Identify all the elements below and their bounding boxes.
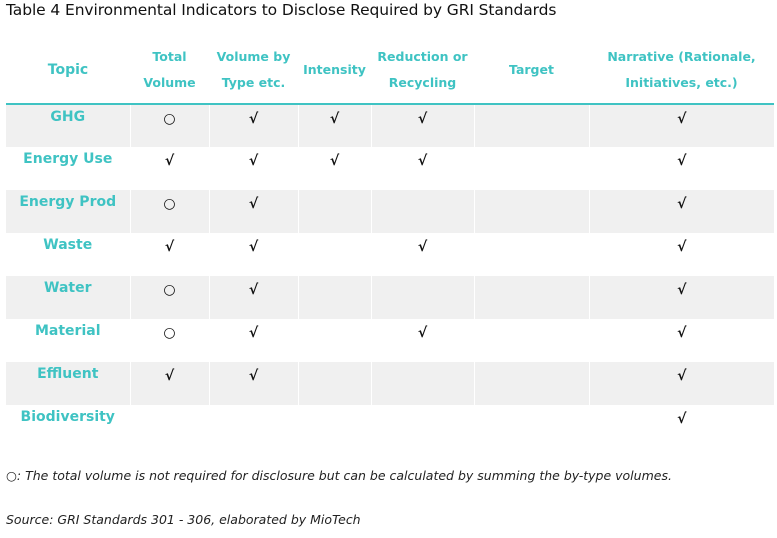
mark-cell xyxy=(297,405,371,448)
table-row: Waste √ √ √ √ xyxy=(6,233,774,276)
mark-cell: √ xyxy=(588,190,774,233)
mark-cell xyxy=(473,104,589,147)
column-header-volume-by-type: Volume by Type etc. xyxy=(209,37,298,105)
mark-cell: √ xyxy=(208,190,298,233)
mark-cell xyxy=(129,405,209,448)
column-header-total-volume: Total Volume xyxy=(130,37,209,105)
topic-cell: Material xyxy=(34,323,101,339)
mark-cell: √ xyxy=(208,276,298,319)
mark-cell: √ xyxy=(370,104,474,147)
mark-cell: √ xyxy=(588,147,774,190)
table-row: GHG ○ √ √ √ √ xyxy=(6,104,774,147)
topic-cell: Biodiversity xyxy=(20,409,115,425)
mark-cell: ○ xyxy=(129,276,209,319)
mark-cell: √ xyxy=(370,147,474,190)
mark-cell: √ xyxy=(297,104,371,147)
column-header-target: Target xyxy=(474,37,589,105)
topic-cell: Waste xyxy=(43,237,93,253)
mark-cell: √ xyxy=(208,233,298,276)
header-row: Topic Total Volume Volume by Type etc. I… xyxy=(6,37,774,105)
table-row: Material ○ √ √ √ xyxy=(6,319,774,362)
mark-cell xyxy=(208,405,298,448)
topic-cell: Effluent xyxy=(6,362,130,405)
column-header-reduction-or-recycling: Reduction or Recycling xyxy=(371,37,474,105)
mark-cell: ○ xyxy=(129,190,209,233)
table-row: Water ○ √ √ xyxy=(6,276,774,319)
environmental-indicators-table: Topic Total Volume Volume by Type etc. I… xyxy=(6,37,774,448)
table-row: Energy Prod ○ √ √ xyxy=(6,190,774,233)
mark-cell xyxy=(297,276,371,319)
mark-cell xyxy=(473,190,589,233)
mark-cell: √ xyxy=(208,362,298,405)
mark-cell: √ xyxy=(208,319,298,362)
mark-cell: √ xyxy=(588,233,774,276)
topic-cell: Energy Prod xyxy=(6,190,130,233)
mark-cell xyxy=(370,405,474,448)
mark-cell xyxy=(473,147,589,190)
mark-cell xyxy=(473,362,589,405)
mark-cell: √ xyxy=(588,319,774,362)
mark-cell: √ xyxy=(129,362,209,405)
mark-cell xyxy=(297,233,371,276)
mark-cell xyxy=(473,405,589,448)
topic-cell: Energy Use xyxy=(23,151,113,167)
mark-cell: √ xyxy=(208,147,298,190)
mark-cell: √ xyxy=(370,233,474,276)
mark-cell: √ xyxy=(129,147,209,190)
topic-cell: GHG xyxy=(6,104,130,147)
mark-cell xyxy=(473,276,589,319)
mark-cell xyxy=(297,362,371,405)
mark-cell xyxy=(370,276,474,319)
mark-cell xyxy=(370,190,474,233)
mark-cell xyxy=(370,362,474,405)
mark-cell: √ xyxy=(370,319,474,362)
mark-cell: √ xyxy=(588,104,774,147)
table-title: Table 4 Environmental Indicators to Disc… xyxy=(6,1,557,19)
table-row: Effluent √ √ √ xyxy=(6,362,774,405)
mark-cell xyxy=(473,319,589,362)
topic-cell: Water xyxy=(6,276,130,319)
mark-cell: √ xyxy=(129,233,209,276)
mark-cell: ○ xyxy=(129,104,209,147)
table-row: Energy Use √ √ √ √ √ xyxy=(6,147,774,190)
footnote: ○: The total volume is not required for … xyxy=(6,468,672,483)
column-header-intensity: Intensity xyxy=(298,37,371,105)
source-note: Source: GRI Standards 301 - 306, elabora… xyxy=(6,512,361,527)
mark-cell: ○ xyxy=(129,319,209,362)
column-header-topic: Topic xyxy=(6,37,130,105)
mark-cell: √ xyxy=(588,405,774,448)
mark-cell xyxy=(297,319,371,362)
mark-cell xyxy=(297,190,371,233)
mark-cell: √ xyxy=(297,147,371,190)
column-header-narrative: Narrative (Rationale, Initiatives, etc.) xyxy=(589,37,774,105)
mark-cell xyxy=(473,233,589,276)
mark-cell: √ xyxy=(588,362,774,405)
table-row: Biodiversity √ xyxy=(6,405,774,448)
mark-cell: √ xyxy=(588,276,774,319)
mark-cell: √ xyxy=(208,104,298,147)
